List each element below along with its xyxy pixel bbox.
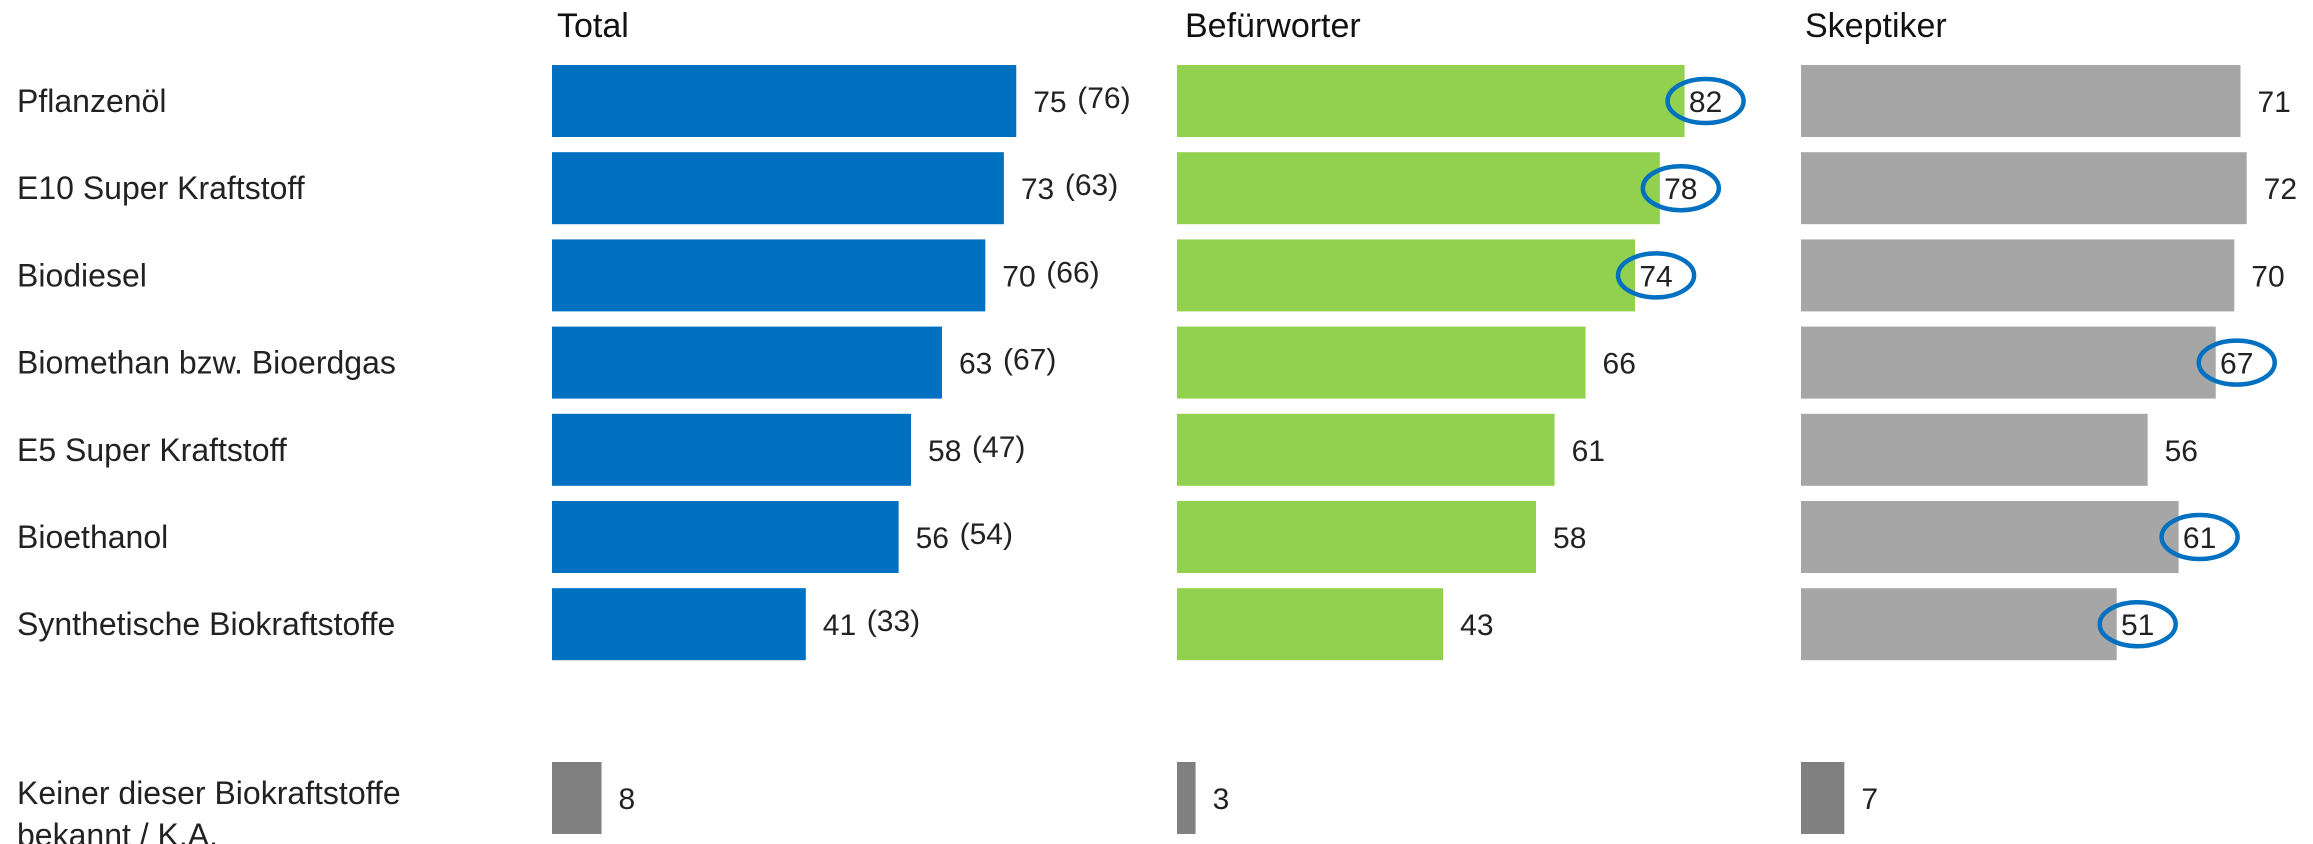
category-label: Synthetische Biokraftstoffe xyxy=(17,606,395,642)
previous-value-label: (63) xyxy=(1065,169,1118,202)
bar xyxy=(552,413,912,486)
data-label: 82 xyxy=(1689,86,1722,119)
highlight-ellipse xyxy=(1665,76,1746,126)
data-label: 73 xyxy=(1021,173,1054,206)
data-label-none: 7 xyxy=(1861,783,1878,816)
category-label: Biodiesel xyxy=(17,257,147,293)
highlight-ellipse xyxy=(2196,338,2277,387)
data-label: 61 xyxy=(2183,522,2216,555)
bar xyxy=(1177,239,1636,312)
bar xyxy=(1177,326,1586,399)
bar xyxy=(552,588,806,661)
panel-title: Befürworter xyxy=(1185,7,1361,45)
bar xyxy=(1177,413,1555,486)
bar-none xyxy=(1801,762,1845,834)
data-label-none: 8 xyxy=(619,783,636,816)
bar xyxy=(1177,588,1444,661)
data-label-none: 3 xyxy=(1213,783,1230,816)
panel-1: Total 75 (76) 73 (63) 70 (66) 63 (67) 58 (47) 56 (54… xyxy=(552,7,1131,834)
bar xyxy=(1177,65,1685,137)
data-label: 43 xyxy=(1460,609,1493,642)
data-label: 72 xyxy=(2264,173,2297,206)
highlight-ellipse xyxy=(1640,163,1722,213)
category-label: Bioethanol xyxy=(17,519,168,555)
category-label-none: Keiner dieser Biokraftstoffe xyxy=(17,775,401,811)
data-label: 71 xyxy=(2257,86,2290,119)
bar xyxy=(1801,239,2235,312)
bar xyxy=(1801,588,2117,661)
data-label: 74 xyxy=(1639,260,1672,293)
bar xyxy=(552,65,1017,137)
previous-value-label: (54) xyxy=(960,518,1013,551)
bar xyxy=(552,239,986,312)
bar xyxy=(1801,413,2148,486)
bar xyxy=(1801,326,2216,399)
bar xyxy=(1177,152,1660,225)
data-label: 58 xyxy=(928,435,961,468)
data-label: 75 xyxy=(1033,86,1066,119)
bar xyxy=(1801,152,2247,225)
category-label-none: bekannt / K.A. xyxy=(17,817,218,844)
bar xyxy=(1801,65,2241,137)
category-labels: Pflanzenöl E10 Super Kraftstoff Biodiesel B… xyxy=(17,83,401,844)
highlight-ellipse xyxy=(2159,512,2240,562)
bar-none xyxy=(1177,762,1196,834)
data-label: 56 xyxy=(2165,435,2198,468)
bar xyxy=(552,326,942,399)
data-label: 78 xyxy=(1664,173,1697,206)
previous-value-label: (67) xyxy=(1003,344,1056,377)
data-label: 70 xyxy=(1002,260,1035,293)
data-label: 41 xyxy=(823,609,856,642)
previous-value-label: (66) xyxy=(1046,256,1099,289)
category-label: E5 Super Kraftstoff xyxy=(17,432,287,468)
bar-none xyxy=(552,762,602,834)
bar xyxy=(552,152,1004,225)
panel-title: Skeptiker xyxy=(1805,7,1947,45)
data-label: 58 xyxy=(1553,522,1586,555)
category-label: E10 Super Kraftstoff xyxy=(17,170,305,206)
previous-value-label: (33) xyxy=(867,605,920,638)
data-label: 66 xyxy=(1603,348,1636,381)
previous-value-label: (76) xyxy=(1077,82,1130,115)
category-label: Pflanzenöl xyxy=(17,83,166,119)
bar xyxy=(552,501,899,573)
bar xyxy=(1177,501,1537,573)
data-label: 56 xyxy=(916,522,949,555)
highlight-ellipse xyxy=(1615,251,1697,300)
previous-value-label: (47) xyxy=(972,431,1025,464)
panel-2: Befürworter 82 78 74 66 61 58 43 3 xyxy=(1177,7,1746,834)
panel-3: Skeptiker 71 72 70 67 56 61 51 7 xyxy=(1801,7,2297,834)
category-label: Biomethan bzw. Bioerdgas xyxy=(17,345,396,381)
data-label: 67 xyxy=(2220,348,2253,381)
bar xyxy=(1801,501,2179,573)
data-label: 63 xyxy=(959,348,992,381)
data-label: 61 xyxy=(1572,435,1605,468)
data-label: 70 xyxy=(2251,260,2284,293)
data-label: 51 xyxy=(2121,609,2154,642)
highlight-ellipse xyxy=(2097,599,2178,649)
panel-title: Total xyxy=(557,7,629,45)
